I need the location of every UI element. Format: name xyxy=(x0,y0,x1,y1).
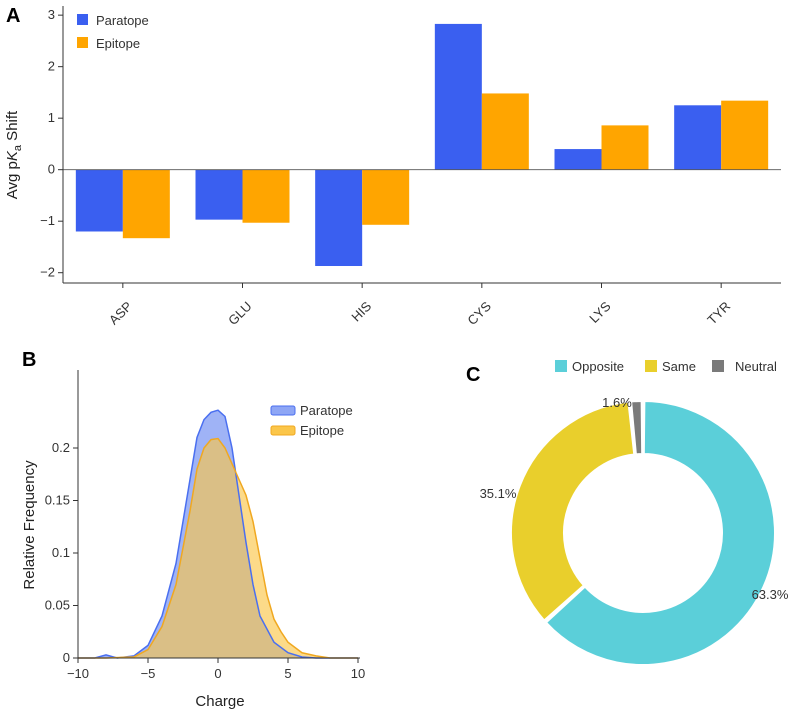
y-tick-label: −2 xyxy=(40,265,55,280)
y-tick-label-b: 0 xyxy=(63,650,70,665)
panel-letter-b: B xyxy=(22,349,36,371)
legend-swatch-neutral xyxy=(712,360,724,372)
donut-slice-opposite xyxy=(544,399,776,666)
pct-label-neutral: 1.6% xyxy=(602,395,632,410)
bar-epitope-tyr xyxy=(721,100,769,170)
x-tick-label-b: −5 xyxy=(141,666,156,681)
panel-a-legend: Paratope Epitope xyxy=(77,13,149,51)
legend-label-epitope-b: Epitope xyxy=(300,423,344,438)
y-tick-label: 0 xyxy=(48,162,55,177)
pct-label-opposite: 63.3% xyxy=(752,587,789,602)
panel-b-x-axis-label: Charge xyxy=(195,693,244,710)
y-tick-label: −1 xyxy=(40,213,55,228)
legend-swatch-opposite xyxy=(555,360,567,372)
legend-label-paratope: Paratope xyxy=(96,13,149,28)
legend-label-opposite: Opposite xyxy=(572,359,624,374)
legend-swatch-epitope xyxy=(77,37,88,48)
x-tick-label-lys: LYS xyxy=(586,298,614,326)
legend-swatch-epitope-b xyxy=(270,425,296,436)
legend-swatch-same xyxy=(645,360,657,372)
panel-b-y-axis-label: Relative Frequency xyxy=(21,460,38,590)
x-tick-label-b: 0 xyxy=(214,666,221,681)
x-tick-label-b: 10 xyxy=(351,666,365,681)
panel-a-bars xyxy=(75,23,769,267)
y-tick-label: 2 xyxy=(48,59,55,74)
line-paratope xyxy=(78,409,358,659)
bar-paratope-cys xyxy=(434,23,482,170)
y-tick-label-b: 0.15 xyxy=(45,493,70,508)
line-epitope xyxy=(78,437,358,659)
donut-slice-same xyxy=(510,400,636,622)
x-tick-label-tyr: TYR xyxy=(704,299,733,328)
bar-epitope-glu xyxy=(242,169,290,223)
panel-a-y-axis-label: Avg pKa Shift xyxy=(4,110,24,199)
panel-b-density-chart: −10 −5 0 5 10 0 0.05 0.1 0.15 0.2 Charge Relative… xyxy=(21,370,365,710)
y-tick-label-b: 0.05 xyxy=(45,598,70,613)
bar-paratope-his xyxy=(315,169,363,267)
y-tick-label-b: 0.2 xyxy=(52,440,70,455)
donut-slice-neutral xyxy=(630,399,644,456)
x-tick-label-his: HIS xyxy=(348,298,374,324)
legend-label-same: Same xyxy=(662,359,696,374)
bar-epitope-lys xyxy=(601,125,649,170)
bar-paratope-glu xyxy=(195,169,243,220)
y-tick-label: 1 xyxy=(48,110,55,125)
panel-letter-c: C xyxy=(466,364,480,386)
panel-b-areas xyxy=(78,409,358,659)
bar-paratope-lys xyxy=(554,149,602,170)
y-tick-label-b: 0.1 xyxy=(52,545,70,560)
panel-c-slices xyxy=(510,399,776,666)
panel-b-legend: Paratope Epitope xyxy=(270,403,353,438)
legend-label-paratope-b: Paratope xyxy=(300,403,353,418)
bar-epitope-his xyxy=(362,169,410,225)
panel-letter-a: A xyxy=(6,5,20,27)
legend-swatch-paratope xyxy=(77,14,88,25)
panel-a-axes: ASP GLU HIS CYS LYS TYR −2 −1 0 1 2 3 xyxy=(40,6,781,328)
legend-label-neutral: Neutral xyxy=(735,359,777,374)
panel-a-bar-chart: ASP GLU HIS CYS LYS TYR −2 −1 0 1 2 3 Avg pKa Shift… xyxy=(4,6,781,328)
legend-swatch-paratope-b xyxy=(270,405,296,416)
x-tick-label-asp: ASP xyxy=(106,299,135,328)
panel-c-legend: Opposite Same Neutral xyxy=(555,359,777,374)
bar-paratope-tyr xyxy=(674,105,722,170)
panel-b-axes: −10 −5 0 5 10 0 0.05 0.1 0.15 0.2 xyxy=(45,370,365,681)
pct-label-same: 35.1% xyxy=(480,486,517,501)
legend-label-epitope: Epitope xyxy=(96,36,140,51)
x-tick-label-b: −10 xyxy=(67,666,89,681)
bar-paratope-asp xyxy=(75,169,123,232)
y-tick-label: 3 xyxy=(48,7,55,22)
x-tick-label-glu: GLU xyxy=(225,299,255,329)
x-tick-label-cys: CYS xyxy=(464,298,494,328)
bar-epitope-asp xyxy=(122,169,170,239)
x-tick-label-b: 5 xyxy=(284,666,291,681)
area-epitope xyxy=(78,438,358,658)
bar-epitope-cys xyxy=(481,93,529,170)
panel-c-donut-chart: Opposite Same Neutral 63.3% 35.1% 1.6% xyxy=(480,359,789,666)
